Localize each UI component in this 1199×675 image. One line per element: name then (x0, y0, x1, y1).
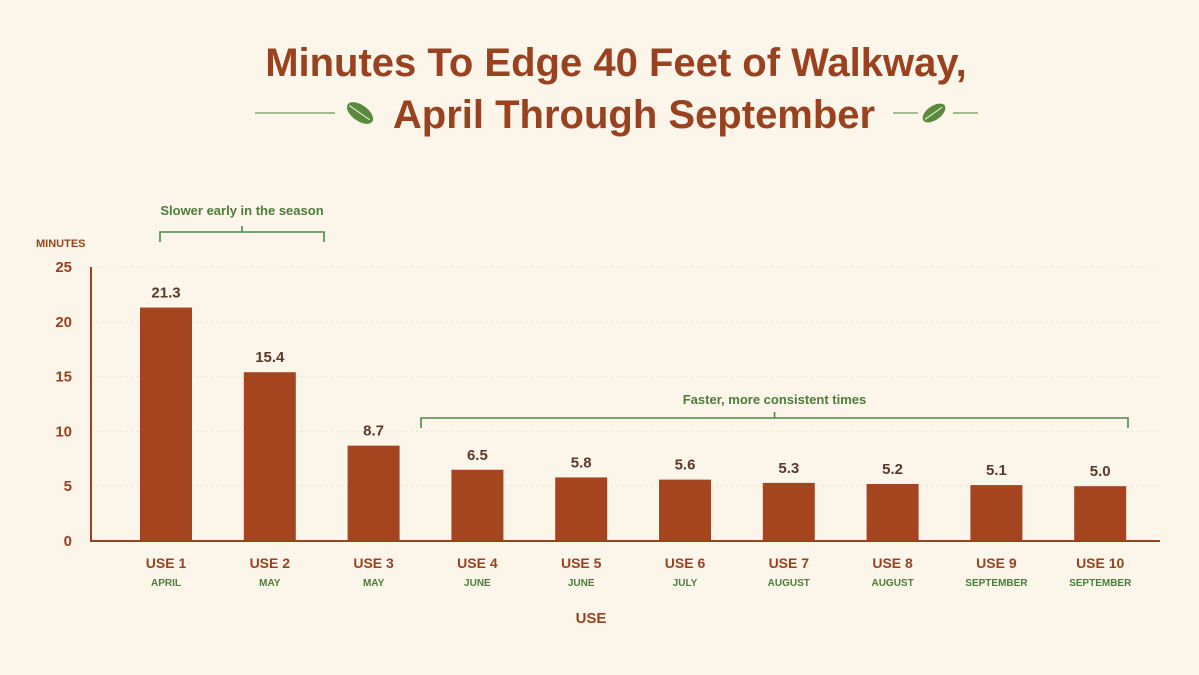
bar (140, 307, 192, 541)
bar-layer (140, 307, 1127, 541)
chart-title-line-1: Minutes To Edge 40 Feet of Walkway, (265, 41, 967, 85)
y-tick-label: 5 (64, 478, 72, 495)
x-tick-label: USE 1 (146, 555, 187, 571)
bar-value-label: 8.7 (363, 423, 384, 440)
y-tick-labels: 0 5 10 15 20 25 (55, 259, 72, 550)
bar-value-label: 5.3 (778, 460, 799, 477)
y-tick-label: 0 (64, 533, 72, 550)
bar (555, 477, 608, 541)
annotation-bracket (159, 226, 325, 242)
x-tick-month-label: JULY (673, 578, 698, 589)
x-tick-label: USE 5 (561, 555, 602, 571)
bar-value-label: 5.0 (1090, 463, 1111, 480)
y-tick-label: 20 (55, 314, 72, 331)
x-tick-month-label: APRIL (151, 578, 181, 589)
x-tick-month-label: MAY (363, 578, 385, 589)
bar (866, 484, 919, 541)
bar (243, 372, 296, 541)
y-axis-label: MINUTES (36, 238, 86, 250)
value-labels: 21.3 15.4 8.7 6.5 5.8 5.6 5.3 5.2 5.1 5.0 (151, 285, 1110, 481)
annotation-bracket (420, 412, 1129, 428)
bar-value-label: 5.1 (986, 462, 1007, 479)
x-tick-month-label: JUNE (464, 578, 491, 589)
y-tick-label: 15 (55, 369, 72, 386)
x-tick-labels: USE 1 APRIL USE 2 MAY USE 3 MAY USE 4 JUNE USE 5… (146, 555, 1132, 589)
x-tick-label: USE 2 (250, 555, 291, 571)
leaf-icon (346, 102, 374, 124)
title-decoration-right (893, 103, 978, 123)
bar (347, 445, 400, 541)
bar (1074, 486, 1127, 541)
bar-value-label: 5.8 (571, 454, 592, 471)
x-tick-month-label: AUGUST (871, 578, 913, 589)
bar-value-label: 21.3 (151, 285, 180, 302)
x-tick-label: USE 4 (457, 555, 498, 571)
bar-value-label: 5.2 (882, 461, 903, 478)
x-axis-label: USE (576, 610, 607, 627)
x-tick-label: USE 7 (769, 555, 810, 571)
x-tick-label: USE 9 (976, 555, 1017, 571)
x-tick-label: USE 10 (1076, 555, 1124, 571)
bar-value-label: 6.5 (467, 447, 488, 464)
bar (762, 482, 815, 541)
bar (451, 469, 504, 541)
x-tick-label: USE 6 (665, 555, 706, 571)
y-tick-label: 10 (55, 423, 72, 440)
x-tick-label: USE 3 (353, 555, 394, 571)
annotation-text: Slower early in the season (160, 203, 323, 218)
chart-title-line-2: April Through September (393, 93, 875, 137)
y-tick-label: 25 (55, 259, 72, 276)
title-decoration-left (255, 102, 374, 124)
x-tick-month-label: AUGUST (768, 578, 810, 589)
bar (659, 479, 711, 541)
bar-value-label: 5.6 (675, 457, 696, 474)
annotation-text: Faster, more consistent times (683, 392, 867, 407)
x-tick-month-label: MAY (259, 578, 281, 589)
x-tick-month-label: SEPTEMBER (965, 578, 1028, 589)
x-tick-month-label: JUNE (568, 578, 595, 589)
bar-value-label: 15.4 (255, 349, 285, 366)
annotation-layer: Slower early in the season Faster, more c… (159, 203, 1129, 428)
leaf-icon (922, 103, 946, 123)
x-tick-month-label: SEPTEMBER (1069, 578, 1132, 589)
bar (970, 485, 1023, 541)
x-tick-label: USE 8 (872, 555, 913, 571)
